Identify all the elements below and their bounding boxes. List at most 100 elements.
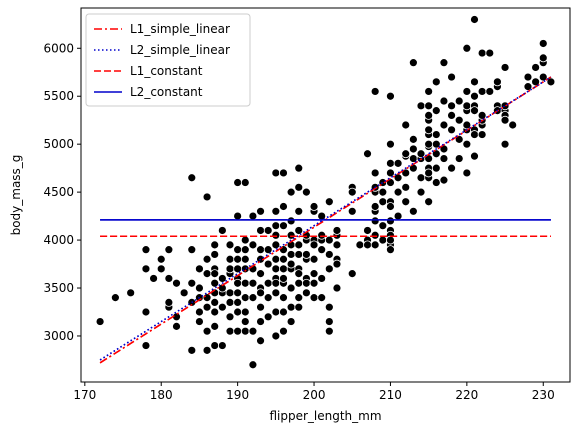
scatter-point — [294, 182, 304, 192]
scatter-point — [271, 168, 281, 178]
scatter-point — [363, 226, 372, 235]
scatter-point — [447, 101, 456, 111]
scatter-point — [500, 63, 510, 72]
scatter-point — [256, 245, 265, 255]
scatter-point — [370, 87, 380, 96]
scatter-point — [202, 254, 212, 264]
scatter-point — [195, 307, 204, 317]
scatter-point — [332, 283, 342, 293]
scatter-point — [485, 87, 495, 96]
scatter-point — [470, 130, 479, 139]
scatter-point — [324, 326, 334, 336]
y-tick-label: 6000 — [43, 41, 74, 55]
scatter-point — [386, 139, 395, 149]
x-tick-label: 210 — [379, 388, 402, 402]
scatter-point — [271, 307, 281, 317]
scatter-point — [210, 341, 220, 350]
scatter-point — [424, 111, 434, 120]
scatter-point — [294, 269, 304, 279]
scatter-point — [164, 298, 174, 307]
scatter-point — [416, 149, 426, 159]
scatter-point — [424, 87, 434, 96]
scatter-point — [233, 245, 243, 255]
scatter-point — [233, 288, 243, 298]
scatter-point — [95, 317, 105, 326]
scatter-point — [462, 101, 472, 111]
scatter-point — [386, 245, 395, 255]
scatter-point — [386, 168, 395, 178]
scatter-point — [225, 264, 235, 274]
scatter-point — [370, 168, 380, 178]
scatter-point — [462, 139, 472, 149]
scatter-point — [485, 48, 495, 58]
scatter-point — [324, 235, 334, 245]
scatter-point — [233, 298, 243, 307]
scatter-point — [431, 77, 441, 87]
scatter-point — [271, 331, 281, 341]
scatter-point — [355, 240, 365, 250]
scatter-point — [240, 278, 250, 288]
scatter-point — [202, 302, 212, 312]
scatter-point — [202, 293, 212, 303]
scatter-point — [470, 106, 479, 116]
scatter-point — [363, 149, 372, 159]
x-tick-label: 180 — [150, 388, 173, 402]
scatter-point — [286, 187, 296, 197]
scatter-point — [240, 293, 250, 303]
scatter-point — [271, 230, 281, 240]
scatter-point — [309, 254, 319, 264]
scatter-point — [240, 245, 250, 255]
scatter-point — [416, 101, 426, 111]
scatter-point — [187, 278, 197, 288]
scatter-point — [477, 130, 487, 139]
scatter-point — [324, 302, 334, 312]
scatter-point — [279, 254, 288, 264]
scatter-point — [294, 250, 304, 259]
scatter-point — [538, 72, 548, 82]
scatter-point — [462, 87, 472, 96]
scatter-point — [332, 259, 342, 269]
scatter-point — [408, 58, 418, 68]
scatter-point — [347, 269, 357, 279]
scatter-point — [301, 250, 311, 259]
scatter-point — [309, 240, 319, 250]
scatter-point — [332, 240, 342, 250]
scatter-point — [256, 336, 265, 346]
scatter-point — [195, 283, 204, 293]
x-axis-label: flipper_length_mm — [269, 409, 381, 423]
scatter-point — [401, 197, 411, 207]
scatter-point — [301, 187, 311, 197]
scatter-point — [248, 326, 258, 336]
scatter-point — [279, 168, 288, 178]
scatter-point — [263, 278, 273, 288]
scatter-point — [271, 288, 281, 298]
scatter-point — [500, 115, 510, 125]
scatter-point — [248, 360, 258, 370]
scatter-point — [233, 264, 243, 274]
scatter-point — [386, 202, 395, 211]
scatter-point — [439, 175, 449, 185]
scatter-point — [202, 345, 212, 355]
scatter-point — [248, 240, 258, 250]
scatter-point — [233, 307, 243, 317]
scatter-point — [378, 221, 388, 231]
scatter-point — [431, 130, 441, 139]
scatter-point — [317, 293, 327, 303]
scatter-point — [225, 326, 235, 336]
scatter-point — [447, 111, 456, 120]
plot-area — [95, 15, 556, 370]
scatter-point — [210, 269, 220, 279]
scatter-point — [424, 139, 434, 149]
scatter-point — [370, 202, 380, 211]
scatter-point — [294, 226, 304, 235]
y-tick-label: 5000 — [43, 137, 74, 151]
scatter-point — [294, 240, 304, 250]
scatter-point — [279, 307, 288, 317]
scatter-point — [393, 211, 403, 221]
scatter-point — [156, 264, 166, 274]
scatter-point — [477, 87, 487, 96]
scatter-point — [324, 264, 334, 274]
scatter-point — [523, 72, 533, 82]
scatter-point — [454, 154, 464, 163]
scatter-point — [195, 317, 204, 326]
